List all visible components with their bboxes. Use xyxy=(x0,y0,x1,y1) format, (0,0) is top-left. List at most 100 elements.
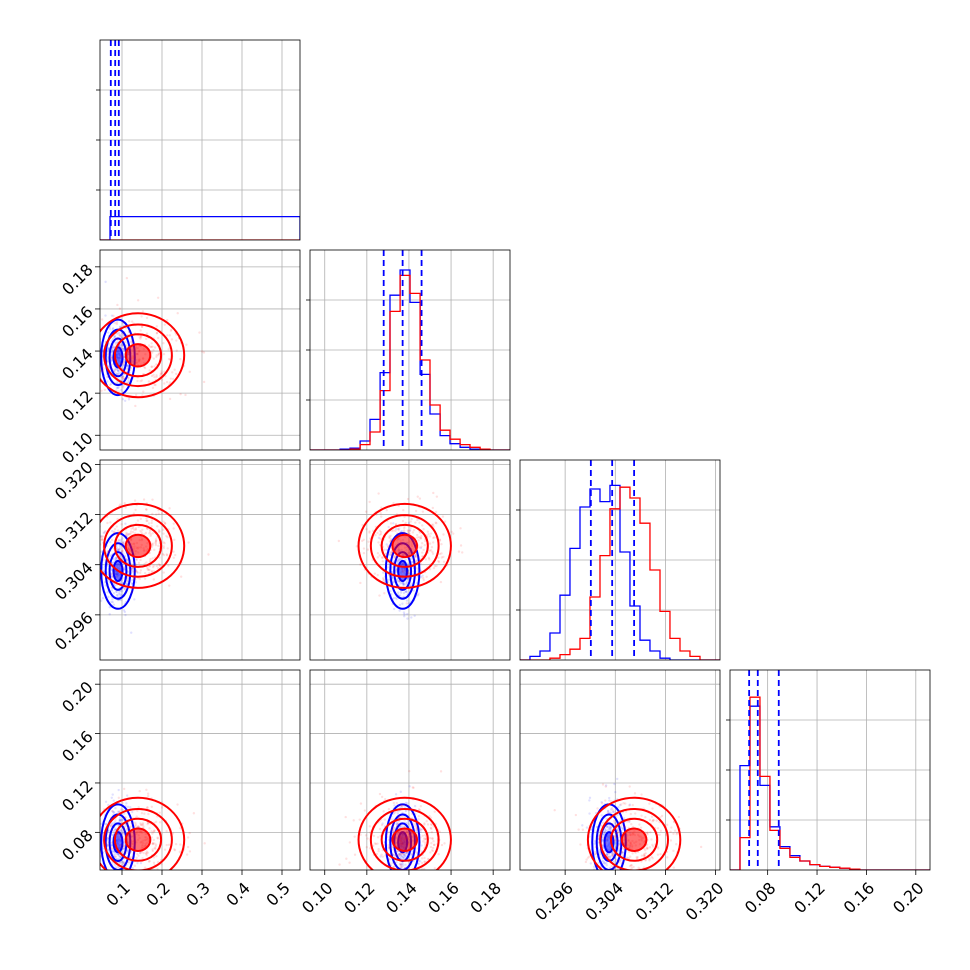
scatter-point xyxy=(383,592,386,595)
scatter-point xyxy=(120,590,123,593)
scatter-point xyxy=(110,589,114,592)
scatter-point xyxy=(381,822,384,825)
scatter-point xyxy=(651,857,654,860)
scatter-point xyxy=(114,855,117,858)
scatter-point xyxy=(452,532,455,535)
scatter-point xyxy=(593,840,597,843)
scatter-point xyxy=(611,852,614,856)
scatter-point xyxy=(110,841,114,845)
scatter-point xyxy=(186,845,190,849)
scatter-point xyxy=(399,877,401,879)
scatter-point xyxy=(103,531,106,534)
scatter-point xyxy=(136,809,139,812)
scatter-point xyxy=(388,858,391,861)
scatter-point xyxy=(109,382,113,386)
scatter-point xyxy=(151,832,154,835)
scatter-point xyxy=(429,826,433,830)
scatter-point xyxy=(106,874,108,876)
scatter-point xyxy=(407,805,411,809)
scatter-point xyxy=(387,807,391,811)
scatter-point xyxy=(387,843,390,847)
scatter-point xyxy=(421,551,424,554)
scatter-point xyxy=(620,803,623,806)
scatter-point xyxy=(121,344,124,347)
scatter-point xyxy=(156,566,160,570)
scatter-point xyxy=(422,548,425,552)
scatter-point xyxy=(607,853,610,856)
scatter-point xyxy=(119,335,122,339)
scatter-point xyxy=(116,338,119,341)
contour-level-4 xyxy=(391,827,419,852)
scatter-point xyxy=(385,833,389,836)
scatter-point xyxy=(605,825,609,829)
scatter-point xyxy=(114,341,117,344)
scatter-point xyxy=(130,568,133,571)
scatter-point xyxy=(101,596,105,600)
scatter-point xyxy=(612,819,616,823)
scatter-point xyxy=(417,859,421,863)
scatter-point xyxy=(160,806,164,809)
scatter-point xyxy=(603,830,606,834)
scatter-point xyxy=(430,849,434,852)
scatter-point xyxy=(112,557,115,561)
scatter-point xyxy=(378,554,381,557)
scatter-point xyxy=(92,497,94,499)
scatter-point xyxy=(615,835,619,839)
scatter-point xyxy=(102,367,105,370)
scatter-point xyxy=(619,872,621,874)
scatter-point xyxy=(118,581,122,584)
scatter-point xyxy=(115,594,119,597)
scatter-point xyxy=(607,809,610,813)
scatter-point xyxy=(169,329,173,332)
scatter-point xyxy=(88,826,90,828)
scatter-point xyxy=(403,854,406,857)
scatter-point xyxy=(413,881,415,883)
scatter-point xyxy=(640,793,643,796)
contour-level-3 xyxy=(113,333,163,378)
scatter-point xyxy=(114,806,117,810)
scatter-point xyxy=(104,280,107,284)
scatter-point xyxy=(621,851,624,854)
scatter-point xyxy=(120,353,123,357)
scatter-point xyxy=(376,551,380,555)
scatter-point xyxy=(143,366,147,370)
scatter-point xyxy=(618,859,622,863)
scatter-point xyxy=(154,847,157,850)
scatter-point xyxy=(118,554,122,558)
scatter-point xyxy=(377,847,380,851)
scatter-point xyxy=(398,815,401,818)
x-tick-label: 0.2 xyxy=(142,878,173,909)
scatter-point xyxy=(368,500,371,504)
scatter-point xyxy=(421,840,425,843)
scatter-point xyxy=(117,810,121,814)
scatter-point xyxy=(106,521,109,525)
scatter-point xyxy=(618,834,622,837)
scatter-point xyxy=(430,545,434,549)
scatter-point xyxy=(394,557,398,561)
scatter-point xyxy=(391,580,395,583)
scatter-point xyxy=(106,591,109,594)
scatter-point xyxy=(152,856,156,859)
scatter-point xyxy=(122,845,126,848)
scatter-point xyxy=(388,876,390,878)
scatter-point xyxy=(401,862,405,865)
scatter-point xyxy=(171,371,174,374)
scatter-point xyxy=(68,550,70,552)
scatter-point xyxy=(361,539,364,543)
scatter-point xyxy=(105,560,108,563)
scatter-point xyxy=(402,583,405,587)
scatter-point xyxy=(421,827,424,831)
scatter-point xyxy=(155,332,159,335)
scatter-point xyxy=(152,373,155,377)
scatter-point xyxy=(383,843,386,847)
scatter-point xyxy=(427,532,430,536)
scatter-point xyxy=(372,834,376,838)
scatter-point xyxy=(119,819,123,822)
scatter-point xyxy=(139,517,143,521)
scatter-point xyxy=(123,588,127,591)
scatter-point xyxy=(406,617,409,620)
scatter-point xyxy=(399,853,402,856)
scatter-point xyxy=(170,328,173,331)
scatter-point xyxy=(111,809,114,813)
scatter-point xyxy=(119,855,122,858)
